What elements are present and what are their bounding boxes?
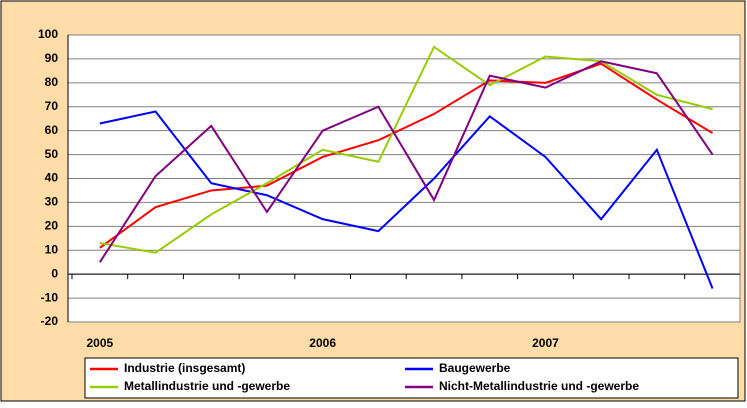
y-tick-label: 90 <box>45 51 59 65</box>
y-tick-label: -20 <box>41 314 59 328</box>
y-tick-label: 80 <box>45 75 59 89</box>
y-tick-label: 100 <box>38 27 58 41</box>
y-tick-label: 0 <box>51 266 58 280</box>
y-tick-label: 20 <box>45 219 59 233</box>
y-tick-label: 10 <box>45 242 59 256</box>
y-tick-label: 60 <box>45 123 59 137</box>
x-tick-label: 2005 <box>86 336 113 350</box>
series-line <box>99 62 714 249</box>
legend-label: Industrie (insgesamt) <box>124 361 245 375</box>
series-line <box>99 110 714 289</box>
series-line <box>99 60 714 263</box>
x-tick-label: 2007 <box>532 336 559 350</box>
series-line <box>99 45 713 254</box>
legend-label: Nicht-Metallindustrie und -gewerbe <box>439 379 639 393</box>
y-tick-label: 30 <box>45 195 59 209</box>
legend-label: Baugewerbe <box>439 361 511 375</box>
y-tick-label: 40 <box>45 171 59 185</box>
legend <box>84 357 739 399</box>
y-tick-label: 70 <box>45 99 59 113</box>
y-tick-label: 50 <box>45 147 59 161</box>
x-tick-label: 2006 <box>309 336 336 350</box>
y-tick-label: -10 <box>41 290 59 304</box>
legend-label: Metallindustrie und -gewerbe <box>124 379 290 393</box>
